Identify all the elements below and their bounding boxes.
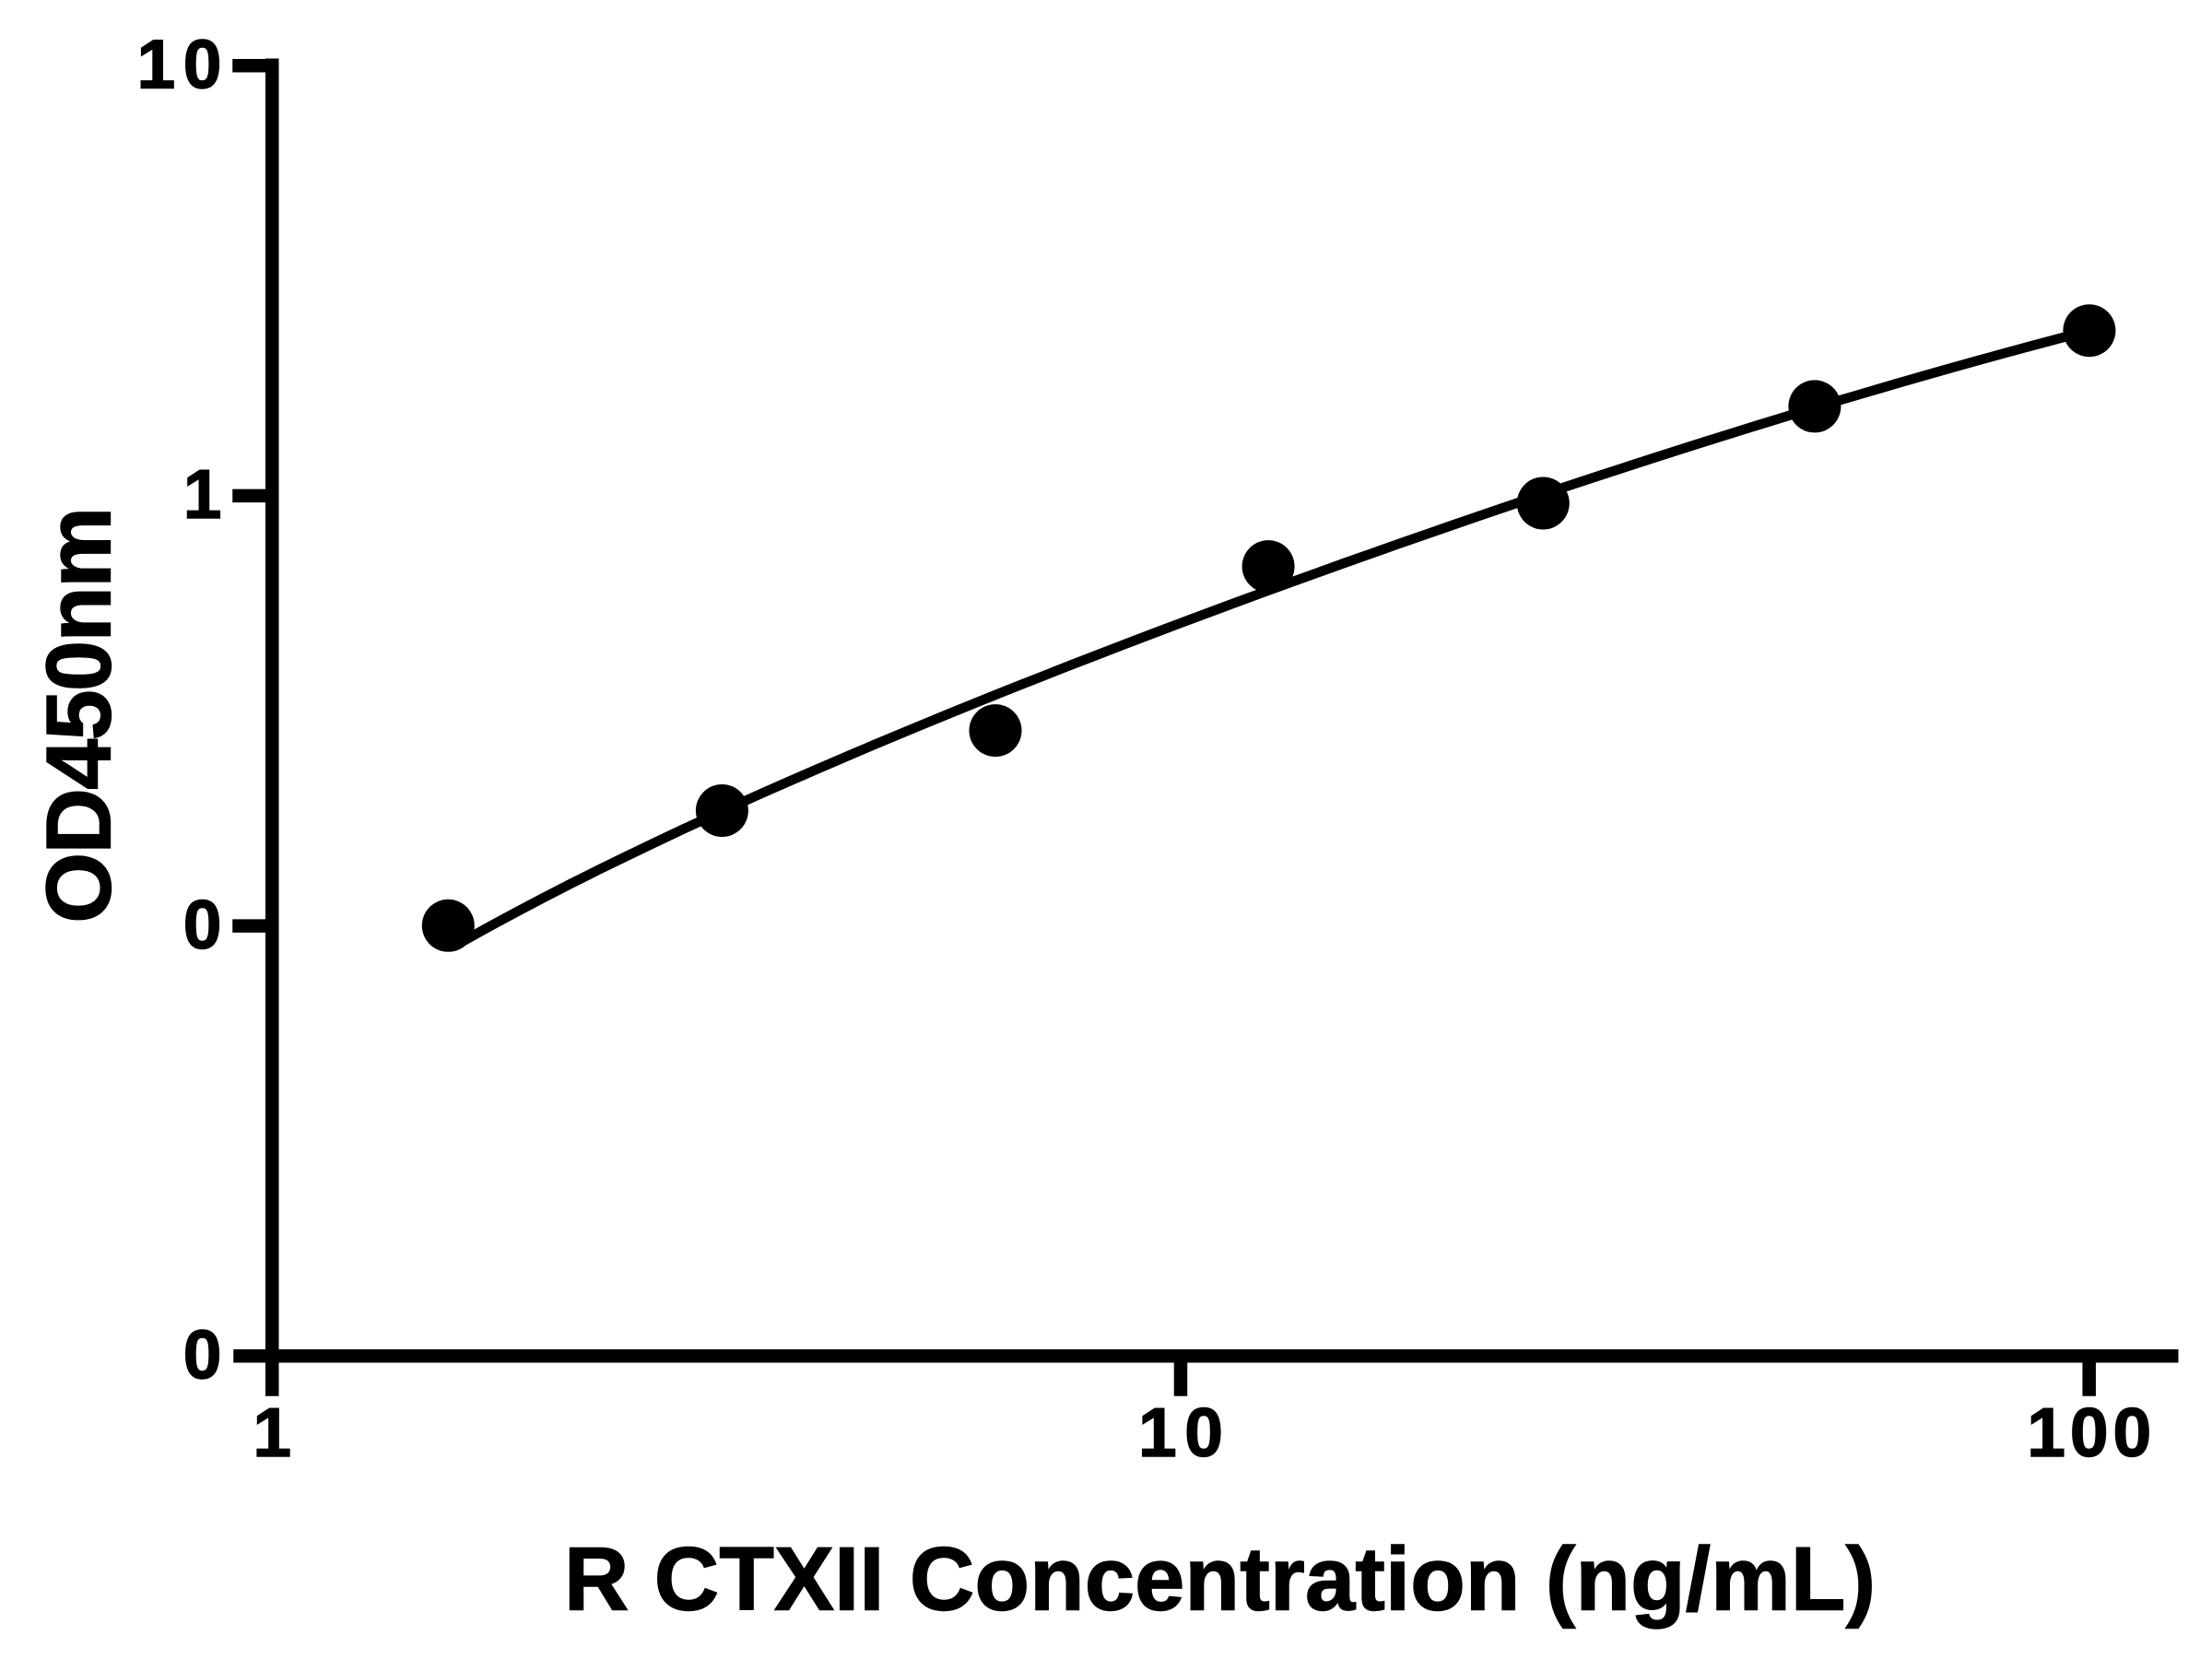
svg-text:1: 1 (183, 455, 222, 533)
svg-text:R CTXII Concentration (ng/mL): R CTXII Concentration (ng/mL) (564, 1529, 1876, 1630)
svg-text:0: 0 (183, 1316, 222, 1394)
svg-text:100: 100 (2027, 1394, 2151, 1471)
svg-text:OD450nm: OD450nm (28, 507, 130, 924)
svg-text:1: 1 (253, 1394, 291, 1471)
svg-text:0: 0 (183, 886, 222, 963)
